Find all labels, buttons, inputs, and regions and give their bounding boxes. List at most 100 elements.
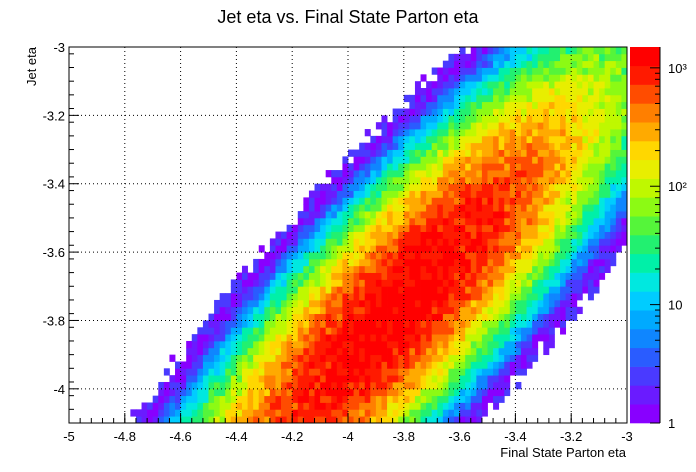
heatmap-cell <box>593 252 600 260</box>
heatmap-cell <box>297 354 304 362</box>
heatmap-cell <box>163 395 170 403</box>
heatmap-cell <box>370 224 377 232</box>
heatmap-cell <box>504 101 511 109</box>
heatmap-cell <box>342 252 349 260</box>
heatmap-cell <box>292 272 299 280</box>
heatmap-cell <box>398 361 405 369</box>
heatmap-cell <box>426 197 433 205</box>
heatmap-cell <box>587 190 594 198</box>
heatmap-cell <box>593 115 600 123</box>
heatmap-cell <box>292 299 299 308</box>
heatmap-cell <box>247 347 254 356</box>
heatmap-cell <box>264 381 271 390</box>
heatmap-cell <box>409 402 416 410</box>
heatmap-cell <box>587 286 594 294</box>
heatmap-cell <box>593 108 600 116</box>
heatmap-cell <box>403 334 410 342</box>
heatmap-cell <box>348 217 354 226</box>
heatmap-cell <box>437 238 444 246</box>
heatmap-cell <box>420 327 427 335</box>
heatmap-cell <box>599 245 606 253</box>
heatmap-cell <box>342 416 349 424</box>
heatmap-cell <box>487 327 494 335</box>
heatmap-cell <box>320 258 327 267</box>
heatmap-cell <box>325 306 332 315</box>
heatmap-cell <box>191 354 198 362</box>
heatmap-cell <box>615 108 622 116</box>
heatmap-cell <box>370 135 377 144</box>
heatmap-cell <box>515 265 522 273</box>
heatmap-cell <box>610 129 617 137</box>
heatmap-cell <box>498 238 505 246</box>
heatmap-cell <box>593 224 600 232</box>
heatmap-cell <box>269 381 276 390</box>
heatmap-cell <box>348 252 354 260</box>
heatmap-cell <box>398 416 405 424</box>
heatmap-cell <box>325 258 332 267</box>
heatmap-cell <box>342 381 349 390</box>
heatmap-cell <box>297 231 304 239</box>
heatmap-cell <box>225 320 232 328</box>
heatmap-cell <box>370 211 377 219</box>
heatmap-cell <box>197 368 204 376</box>
heatmap-cell <box>587 122 594 130</box>
heatmap-cell <box>314 197 321 205</box>
heatmap-cell <box>414 156 421 164</box>
heatmap-cell <box>275 340 282 349</box>
heatmap-cell <box>621 211 628 219</box>
heatmap-cell <box>236 375 243 383</box>
heatmap-cell <box>610 94 617 103</box>
heatmap-cell <box>409 388 416 397</box>
x-tick-label: -3.8 <box>393 429 415 444</box>
heatmap-cell <box>320 197 327 205</box>
heatmap-cell <box>498 286 505 294</box>
heatmap-cell <box>353 224 360 232</box>
heatmap-cell <box>180 395 187 403</box>
colorbar-segment <box>630 84 660 104</box>
heatmap-cell <box>515 129 522 137</box>
heatmap-cell <box>470 204 477 212</box>
heatmap-cell <box>560 149 567 157</box>
heatmap-cell <box>448 306 455 315</box>
heatmap-cell <box>604 245 611 253</box>
heatmap-cell <box>526 122 533 130</box>
heatmap-cell <box>520 265 527 273</box>
heatmap-cell <box>264 334 271 342</box>
heatmap-cell <box>241 416 248 424</box>
heatmap-cell <box>348 327 354 335</box>
heatmap-cell <box>543 67 550 75</box>
heatmap-cell <box>571 47 578 55</box>
heatmap-cell <box>431 327 438 335</box>
heatmap-cell <box>241 388 248 397</box>
heatmap-cell <box>426 299 433 308</box>
heatmap-cell <box>487 293 494 301</box>
heatmap-cell <box>409 409 416 417</box>
heatmap-cell <box>526 354 533 362</box>
heatmap-cell <box>264 416 271 424</box>
heatmap-cell <box>470 217 477 226</box>
heatmap-cell <box>197 375 204 383</box>
heatmap-cell <box>537 224 544 232</box>
heatmap-cell <box>331 211 338 219</box>
heatmap-cell <box>247 354 254 362</box>
heatmap-cell <box>431 142 438 150</box>
heatmap-cell <box>364 272 371 280</box>
heatmap-cell <box>297 409 304 417</box>
heatmap-cell <box>509 197 516 205</box>
heatmap-cell <box>375 416 382 424</box>
heatmap-cell <box>420 286 427 294</box>
heatmap-cell <box>454 347 460 356</box>
heatmap-cell <box>459 361 466 369</box>
heatmap-cell <box>437 416 444 424</box>
heatmap-cell <box>487 340 494 349</box>
heatmap-cell <box>532 81 539 89</box>
heatmap-cell <box>520 231 527 239</box>
heatmap-cell <box>387 340 394 349</box>
heatmap-cell <box>481 142 488 150</box>
heatmap-cell <box>180 388 187 397</box>
heatmap-cell <box>571 265 578 273</box>
heatmap-cell <box>381 135 388 144</box>
heatmap-cell <box>297 238 304 246</box>
heatmap-cell <box>398 320 405 328</box>
heatmap-cell <box>582 286 589 294</box>
